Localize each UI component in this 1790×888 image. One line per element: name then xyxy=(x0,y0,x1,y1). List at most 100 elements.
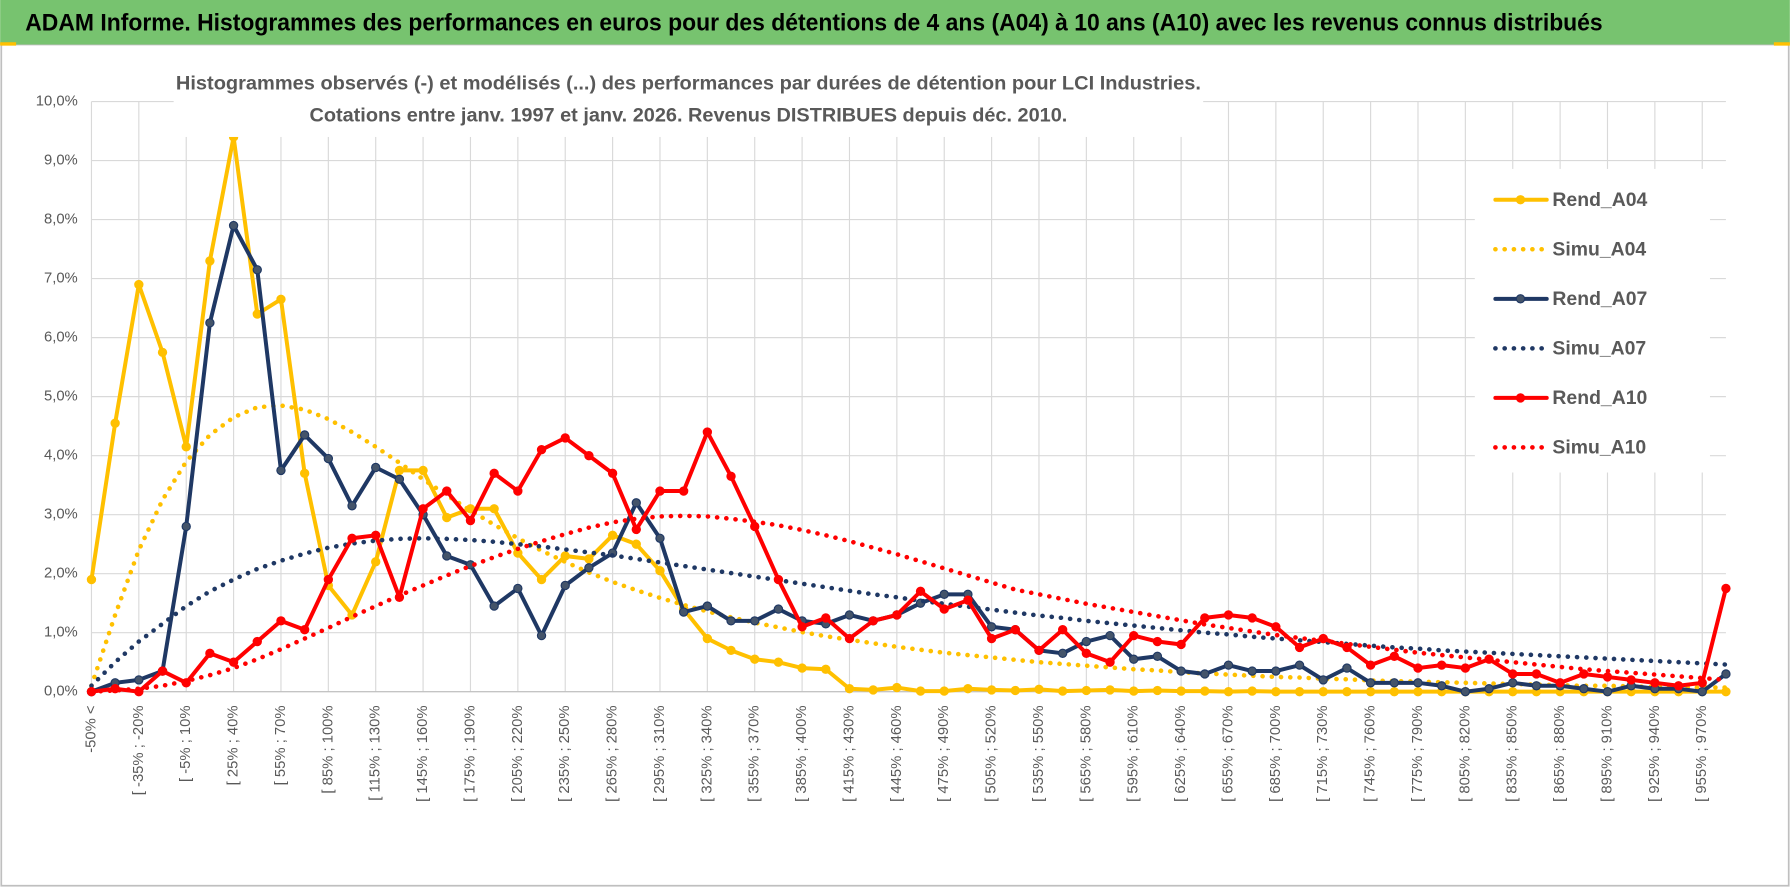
y-tick-label: 3,0% xyxy=(44,507,78,523)
data-point xyxy=(276,465,286,476)
data-point xyxy=(299,430,310,440)
data-point xyxy=(821,613,831,623)
x-tick-label: [ 625% ; 640% xyxy=(1173,705,1189,801)
series-line xyxy=(89,535,1729,689)
data-point xyxy=(678,607,689,617)
data-point xyxy=(252,265,262,275)
y-tick-label: 0,0% xyxy=(44,684,78,700)
data-point xyxy=(702,633,713,644)
data-point xyxy=(1223,610,1234,620)
data-point xyxy=(489,468,499,479)
data-point xyxy=(299,625,310,635)
data-point xyxy=(702,601,713,611)
y-tick-label: 7,0% xyxy=(44,271,78,287)
legend-label: Rend_A10 xyxy=(1552,387,1647,409)
y-tick-label: 5,0% xyxy=(44,389,78,405)
data-point xyxy=(1673,681,1684,691)
data-point xyxy=(1294,687,1305,697)
data-point xyxy=(726,471,736,481)
data-point xyxy=(228,220,239,231)
data-point xyxy=(1010,685,1020,696)
data-point xyxy=(1365,687,1376,697)
data-point xyxy=(1152,651,1163,661)
y-tick-label: 10,0% xyxy=(36,94,78,110)
y-tick-label: 1,0% xyxy=(44,625,78,641)
x-tick-label: [ 265% ; 280% xyxy=(605,705,621,801)
x-tick-label: [ 325% ; 340% xyxy=(699,705,715,801)
data-point xyxy=(1626,675,1636,685)
data-point xyxy=(678,486,689,496)
series-line xyxy=(89,513,1729,694)
chart-subtitle: Cotations entre janv. 1997 et janv. 2026… xyxy=(309,105,1067,127)
series-layer xyxy=(86,132,1731,697)
x-tick-label: [ 505% ; 520% xyxy=(984,705,1000,801)
data-point xyxy=(750,616,760,626)
data-point xyxy=(323,574,334,585)
corner-mark xyxy=(1773,42,1790,46)
data-point xyxy=(513,583,523,594)
x-tick-label: [ 55% ; 70% xyxy=(273,705,289,785)
data-point xyxy=(1484,684,1494,694)
data-point xyxy=(1057,648,1068,659)
data-point xyxy=(1247,613,1257,623)
x-tick-label: [ 25% ; 40% xyxy=(226,705,242,785)
data-point xyxy=(915,686,926,696)
data-point xyxy=(371,462,381,473)
data-point xyxy=(181,521,191,532)
x-tick-label: [ 175% ; 190% xyxy=(462,705,478,801)
data-point xyxy=(1365,660,1376,670)
data-point xyxy=(323,453,334,464)
data-point xyxy=(1342,687,1352,697)
y-tick-label: 2,0% xyxy=(44,566,78,582)
x-tick-label: [ 655% ; 670% xyxy=(1220,705,1236,801)
data-point xyxy=(773,657,784,667)
data-point xyxy=(1294,642,1305,653)
data-point xyxy=(1057,686,1068,696)
data-point xyxy=(986,685,997,695)
data-point xyxy=(607,530,618,540)
legend-label: Simu_A10 xyxy=(1552,437,1646,459)
data-point xyxy=(821,664,831,674)
data-point xyxy=(299,468,310,479)
data-point xyxy=(371,530,381,540)
legend-label: Simu_A04 xyxy=(1552,239,1646,261)
header-title: ADAM Informe. Histogrammes des performan… xyxy=(25,9,1602,36)
data-point xyxy=(1081,636,1092,647)
legend-marker xyxy=(1515,294,1526,304)
data-point xyxy=(726,645,736,656)
legend-marker xyxy=(1515,393,1526,403)
data-point xyxy=(110,418,120,428)
data-point xyxy=(1721,583,1731,594)
data-point xyxy=(1105,685,1115,695)
data-point xyxy=(1081,685,1092,696)
data-point xyxy=(1721,669,1731,679)
x-tick-label: [ 295% ; 310% xyxy=(652,705,668,801)
data-point xyxy=(181,442,191,452)
series-line xyxy=(89,134,1728,694)
data-point xyxy=(607,468,618,479)
x-tick-label: [ 745% ; 760% xyxy=(1363,705,1379,801)
data-point xyxy=(442,512,452,523)
series-line xyxy=(89,223,1728,694)
data-point xyxy=(1602,687,1613,697)
data-point xyxy=(844,610,855,620)
data-point xyxy=(750,654,760,664)
data-point xyxy=(1200,613,1210,623)
data-point xyxy=(157,347,168,358)
data-point xyxy=(252,636,262,647)
data-point xyxy=(157,666,168,676)
data-point xyxy=(773,574,784,585)
data-point xyxy=(844,684,855,694)
data-point xyxy=(631,524,641,535)
data-point xyxy=(1271,666,1281,676)
data-point xyxy=(963,595,973,605)
data-point xyxy=(489,504,499,514)
x-tick-label: [ 565% ; 580% xyxy=(1078,705,1094,801)
data-point xyxy=(1508,687,1518,697)
data-point xyxy=(560,433,570,443)
data-point xyxy=(560,551,570,561)
data-point xyxy=(986,633,997,644)
data-point xyxy=(631,539,641,549)
data-point xyxy=(584,563,594,573)
